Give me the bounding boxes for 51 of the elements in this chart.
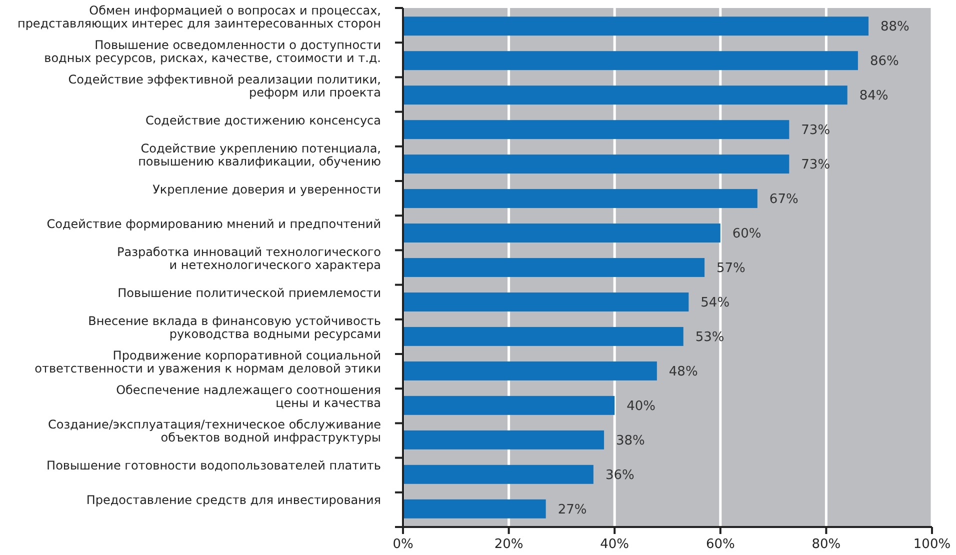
data-label: 27% xyxy=(558,502,587,518)
y-tick-label: Продвижение корпоративной социальной ответственности и уважения к нормам деловой этики xyxy=(34,348,381,376)
data-label: 73% xyxy=(801,158,830,173)
y-tick-label: Предоставление средств для инвестирования xyxy=(86,492,381,507)
x-tick-label: 0% xyxy=(392,537,414,552)
bar xyxy=(403,120,790,140)
y-tick-label: Повышение готовности водопользователей платить xyxy=(46,458,381,472)
data-label: 53% xyxy=(695,330,724,346)
bar xyxy=(403,326,684,346)
y-tick-label: Укрепление доверия и уверенности xyxy=(152,182,381,197)
data-label: 38% xyxy=(616,433,645,448)
data-label: 60% xyxy=(732,226,762,242)
x-tick-label: 40% xyxy=(600,537,630,552)
bar xyxy=(403,258,705,277)
bar xyxy=(403,86,848,105)
bar xyxy=(403,361,657,380)
data-label: 73% xyxy=(801,123,830,138)
data-label: 86% xyxy=(870,54,899,70)
x-tick-label: 80% xyxy=(812,537,841,552)
bar xyxy=(403,292,689,312)
bar xyxy=(403,16,869,36)
data-label: 36% xyxy=(605,468,634,483)
data-label: 57% xyxy=(716,261,746,276)
bar xyxy=(403,499,546,518)
y-tick-label: Разработка инноваций технологического и нетехнологического характера xyxy=(116,245,381,272)
bar xyxy=(403,51,858,70)
bar xyxy=(403,430,604,450)
y-tick-label: Обмен информацией о вопросах и процессах, представляющих интерес для заинтересованных сторон xyxy=(17,4,381,31)
data-label: 54% xyxy=(700,296,730,311)
y-tick-label: Внесение вклада в финансовую устойчивость руководства водными ресурсами xyxy=(88,314,381,341)
data-label: 84% xyxy=(859,88,888,104)
data-label: 40% xyxy=(626,398,656,414)
x-tick-label: 60% xyxy=(706,537,735,552)
y-tick-label: Содействие укреплению потенциала, повышению квалификации, обучению xyxy=(138,142,381,169)
y-tick-label: Повышение осведомленности о доступности водных ресурсов, рисках, качестве, стоимости и т.д. xyxy=(44,38,381,66)
y-tick-label: Повышение политической приемлемости xyxy=(118,286,381,300)
bar xyxy=(403,224,720,242)
x-tick-label: 100% xyxy=(913,537,951,552)
x-tick-label: 20% xyxy=(494,537,524,552)
bar xyxy=(403,154,790,174)
data-label: 67% xyxy=(769,192,798,208)
y-tick-label: Содействие достижению консенсуса xyxy=(145,114,381,128)
data-label: 88% xyxy=(880,20,910,35)
bar xyxy=(403,396,615,415)
data-label: 48% xyxy=(668,364,698,380)
y-tick-label: Создание/эксплуатация/техническое обслуживание объектов водной инфраструктуры xyxy=(48,417,381,444)
bar xyxy=(403,464,594,484)
y-tick-label: Содействие формированию мнений и предпочтений xyxy=(46,217,381,232)
bar xyxy=(403,189,758,208)
y-tick-label: Содействие эффективной реализации политики, реформ или проекта xyxy=(68,72,381,100)
y-tick-label: Обеспечение надлежащего соотношения цены и качества xyxy=(116,382,381,410)
